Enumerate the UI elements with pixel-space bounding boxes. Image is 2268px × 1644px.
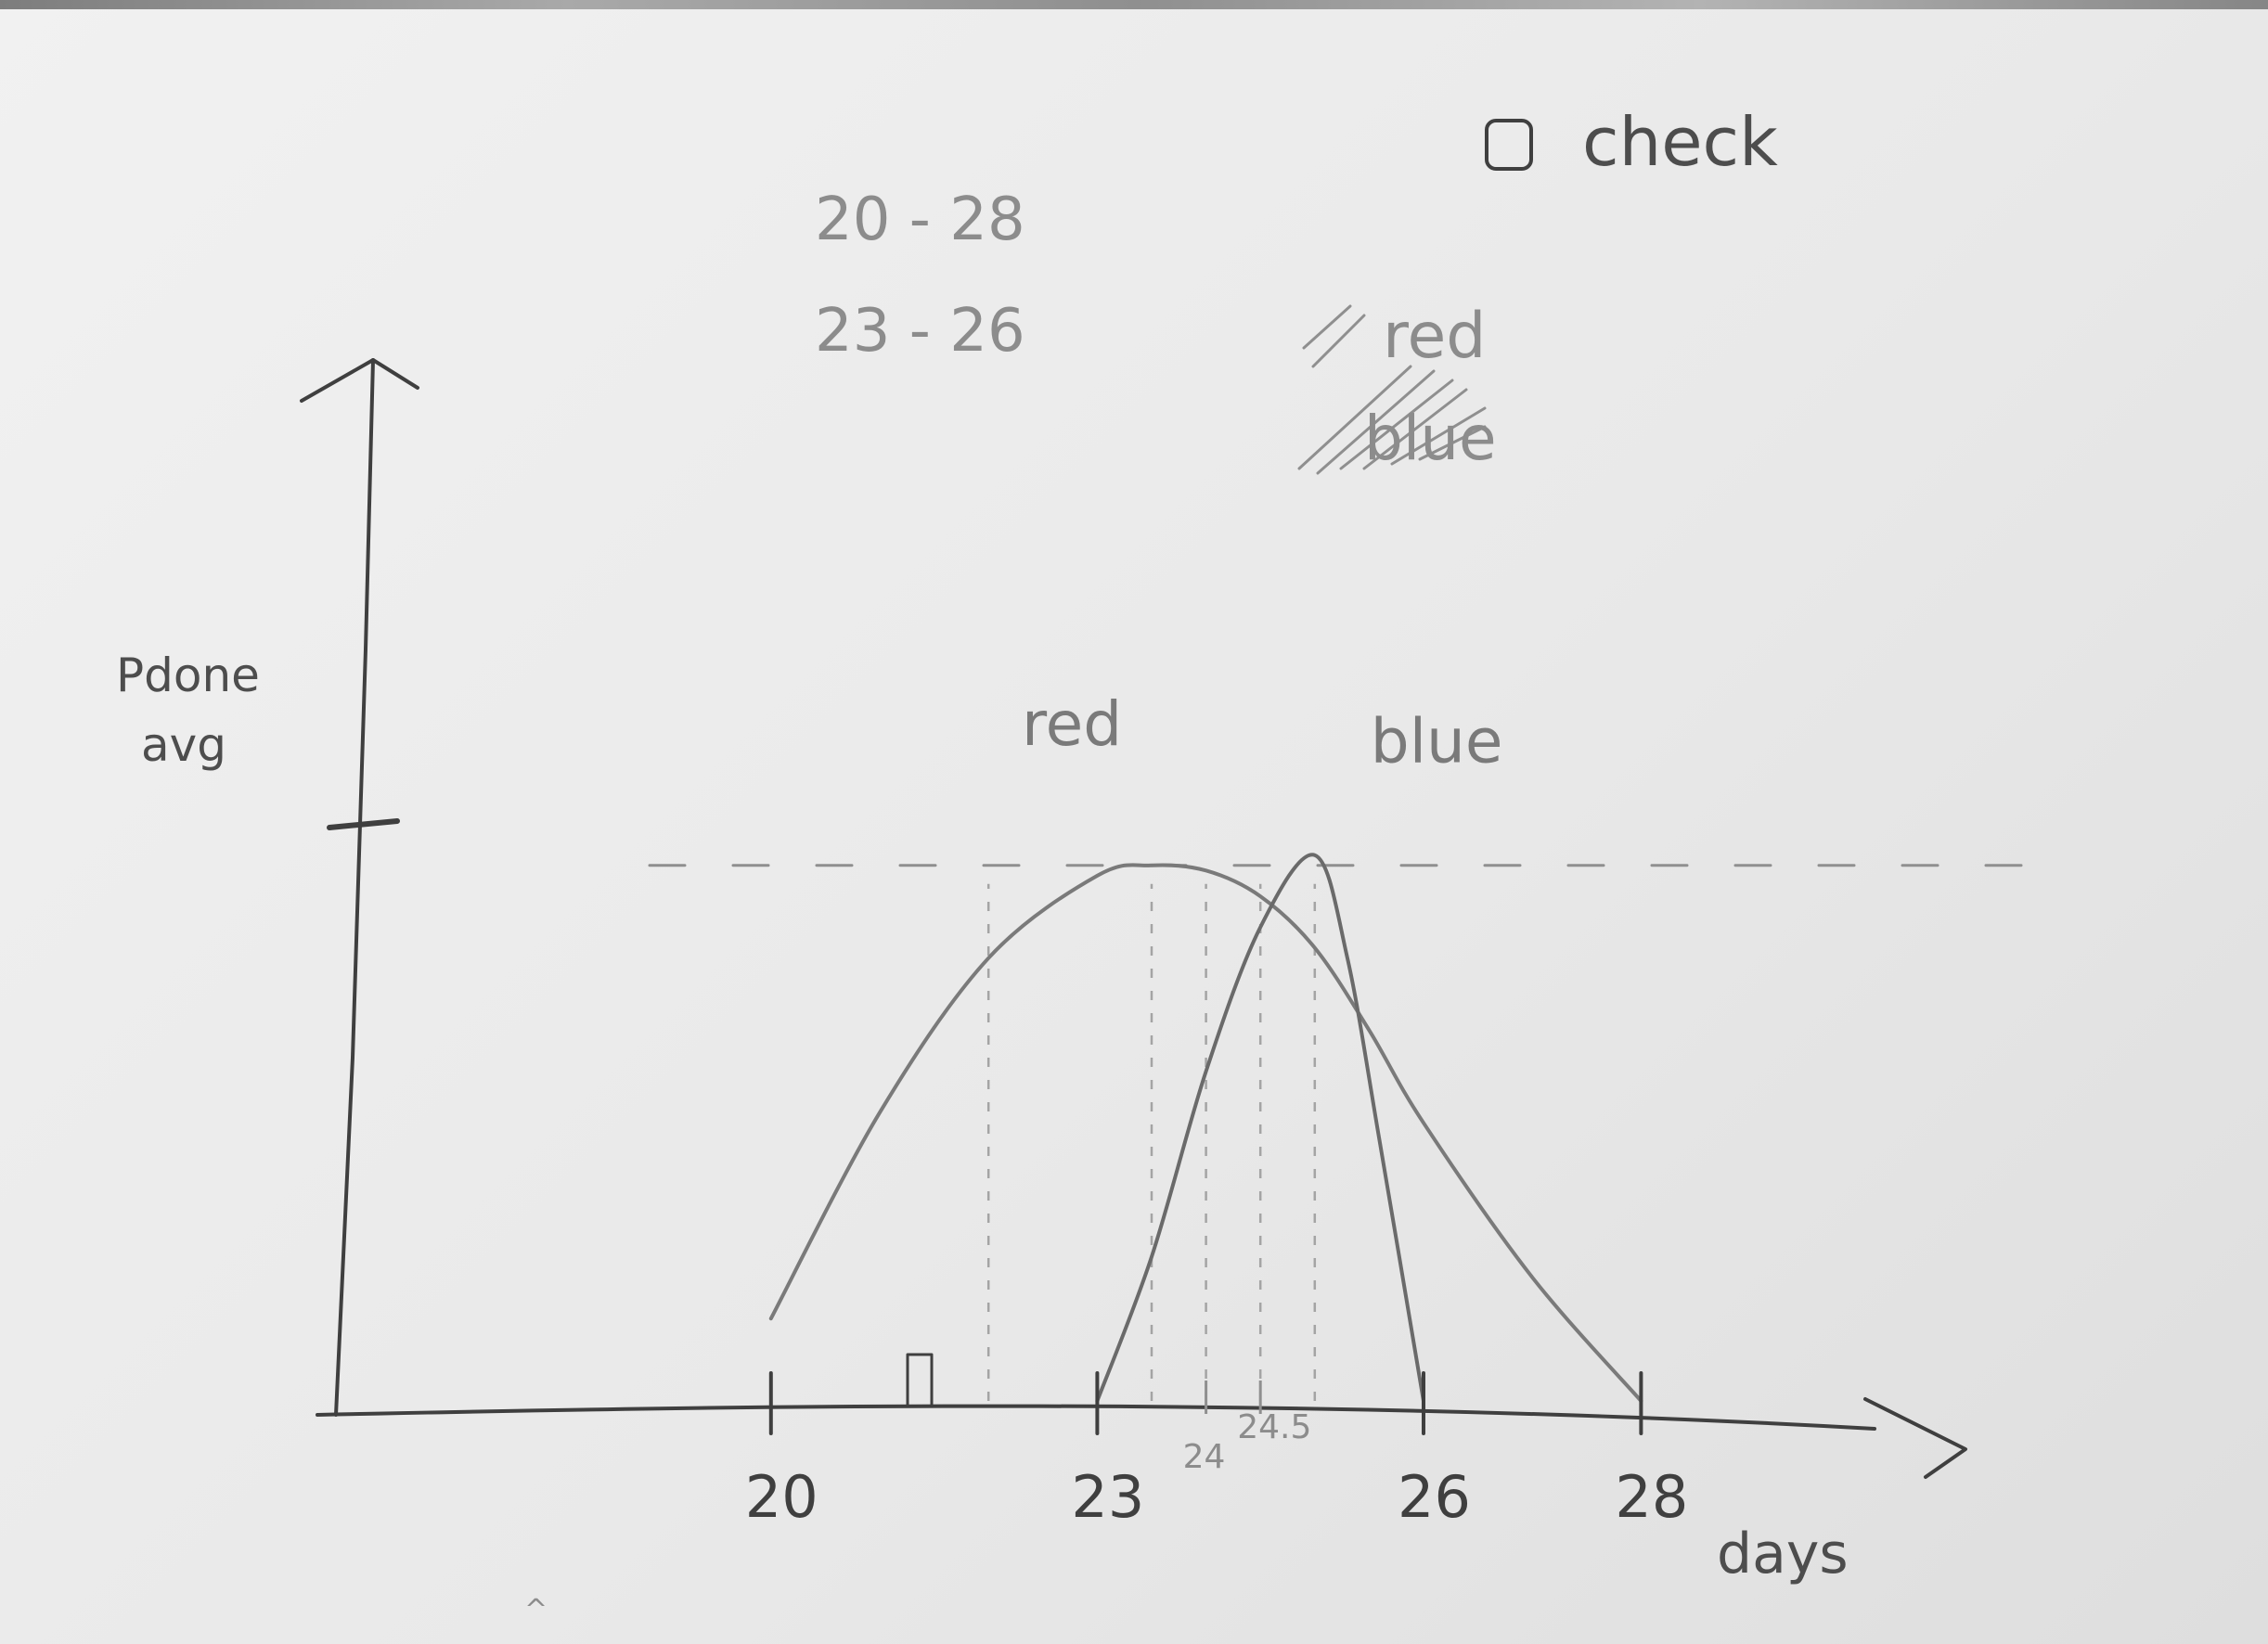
legend-scribble — [1297, 304, 1487, 475]
x-axis-line — [316, 1404, 1876, 1431]
x-tick-label-26: 26 — [1398, 1463, 1471, 1531]
x-tick-label-23: 23 — [1071, 1463, 1144, 1531]
series-curves — [768, 853, 1643, 1403]
y-label-line-2: avg — [141, 718, 226, 772]
series-label-red: red — [1022, 688, 1122, 760]
vertical-guide-lines — [986, 883, 1317, 1401]
y-peak-tick — [327, 818, 400, 830]
range-line-2: 23 - 26 — [815, 297, 1025, 366]
series-line-red — [768, 863, 1643, 1403]
y-label-line-1: Pdone — [116, 649, 260, 702]
series-line-blue — [1095, 853, 1425, 1403]
small-box-marker — [906, 1353, 934, 1408]
range-line-1: 20 - 28 — [815, 186, 1025, 254]
y-axis-arrowhead — [300, 358, 419, 403]
series-labels: red blue — [1022, 688, 1502, 777]
y-axis-line — [334, 358, 375, 1417]
x-axis-label: days — [1717, 1522, 1849, 1586]
check-checkbox-icon[interactable] — [1485, 119, 1533, 171]
series-label-blue: blue — [1371, 706, 1503, 777]
x-axis-ticks: 20 23 26 28 24 24.5 — [745, 1371, 1688, 1531]
x-axis-arrowhead — [1863, 1397, 1967, 1479]
x-minor-tick-label-24.5: 24.5 — [1237, 1408, 1311, 1446]
x-minor-tick-label-24: 24 — [1183, 1438, 1226, 1476]
y-axis-label: Pdone avg — [116, 649, 260, 772]
x-tick-label-28: 28 — [1615, 1463, 1688, 1531]
legend-item-red: red — [1383, 300, 1486, 373]
x-tick-label-20: 20 — [745, 1463, 818, 1531]
stray-mark: ^ — [524, 1594, 548, 1626]
check-label: check — [1582, 103, 1778, 181]
legend-item-blue: blue — [1364, 403, 1497, 474]
